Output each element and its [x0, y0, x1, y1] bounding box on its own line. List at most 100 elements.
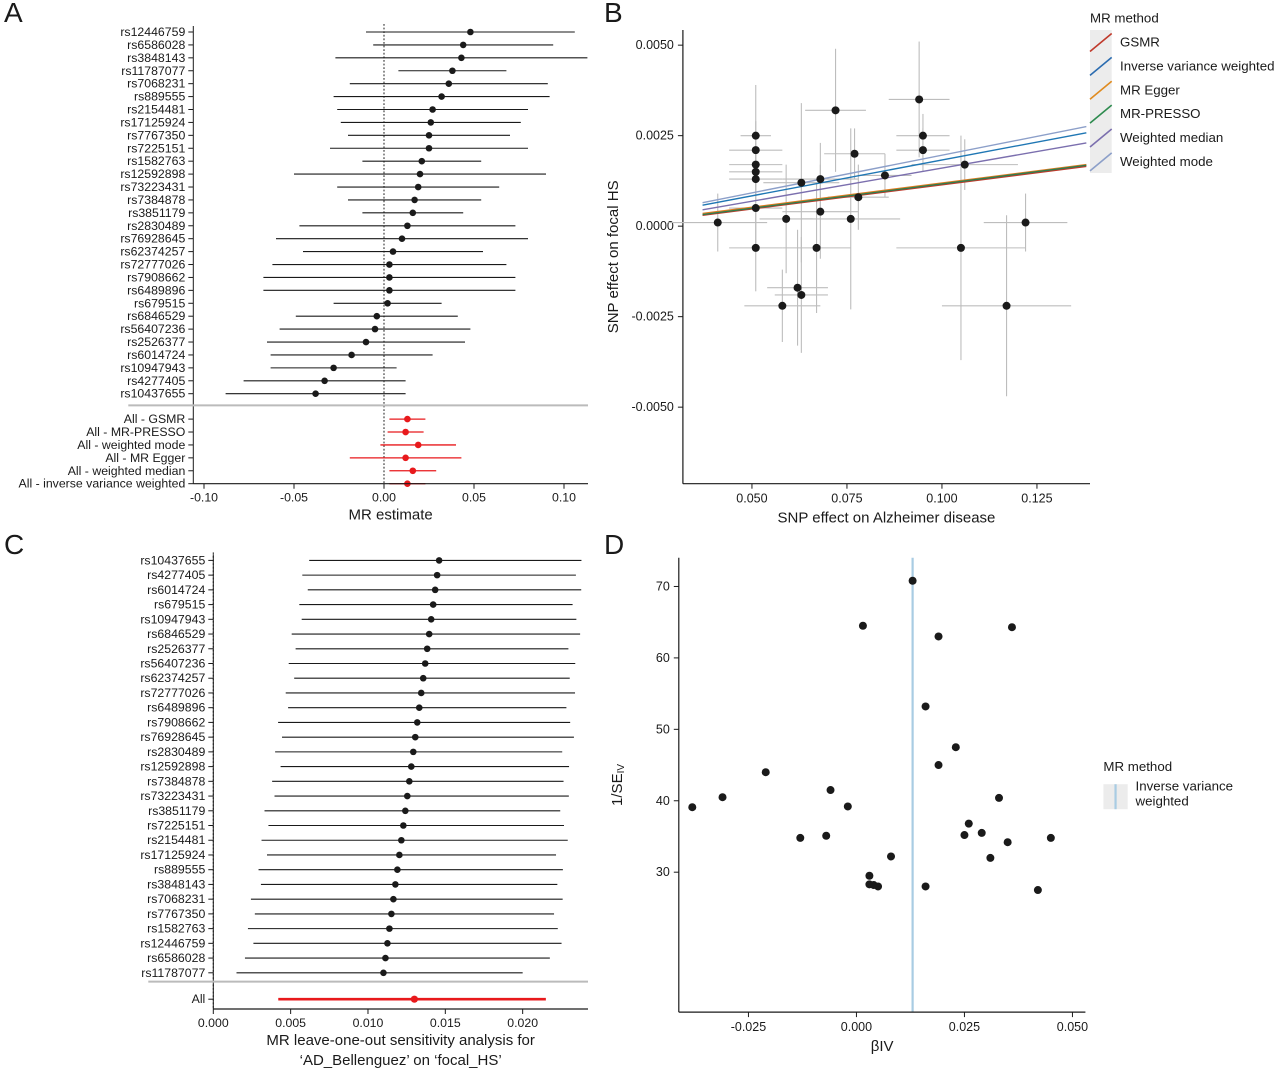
svg-text:rs7384878: rs7384878 — [147, 774, 205, 788]
svg-text:0.100: 0.100 — [926, 492, 957, 506]
svg-text:0.015: 0.015 — [430, 1016, 461, 1030]
svg-text:-0.10: -0.10 — [190, 491, 218, 505]
svg-text:0.005: 0.005 — [275, 1016, 306, 1030]
svg-text:rs1582763: rs1582763 — [147, 922, 205, 936]
svg-text:rs889555: rs889555 — [154, 863, 205, 877]
svg-text:0.125: 0.125 — [1021, 492, 1052, 506]
svg-text:All - MR Egger: All - MR Egger — [105, 451, 185, 465]
svg-text:0.10: 0.10 — [552, 491, 576, 505]
svg-text:0.050: 0.050 — [736, 492, 767, 506]
svg-text:βIV: βIV — [871, 1038, 894, 1055]
svg-text:rs6846529: rs6846529 — [127, 309, 185, 323]
svg-text:-0.025: -0.025 — [731, 1020, 766, 1034]
svg-text:SNP effect on Alzheimer diseas: SNP effect on Alzheimer disease — [777, 510, 995, 527]
svg-text:rs3848143: rs3848143 — [127, 51, 185, 65]
svg-text:rs17125924: rs17125924 — [120, 115, 185, 129]
svg-text:rs2154481: rs2154481 — [127, 103, 185, 117]
svg-text:rs7225151: rs7225151 — [147, 819, 205, 833]
svg-text:GSMR: GSMR — [1120, 35, 1160, 50]
svg-text:weighted: weighted — [1135, 793, 1189, 808]
svg-text:-0.0025: -0.0025 — [631, 310, 673, 324]
svg-text:0.0000: 0.0000 — [636, 219, 674, 233]
svg-text:All - MR-PRESSO: All - MR-PRESSO — [86, 425, 185, 439]
svg-text:rs2830489: rs2830489 — [127, 219, 185, 233]
svg-text:MR method: MR method — [1103, 759, 1172, 774]
svg-text:All - inverse variance weighte: All - inverse variance weighted — [19, 477, 186, 491]
svg-text:rs72777026: rs72777026 — [140, 686, 205, 700]
svg-text:rs679515: rs679515 — [154, 598, 205, 612]
svg-text:‘AD_Bellenguez’ on ‘focal_HS’: ‘AD_Bellenguez’ on ‘focal_HS’ — [300, 1052, 502, 1069]
svg-text:rs7767350: rs7767350 — [127, 128, 185, 142]
svg-text:MR-PRESSO: MR-PRESSO — [1120, 106, 1201, 121]
svg-text:rs12592898: rs12592898 — [120, 167, 185, 181]
svg-text:Inverse variance weighted: Inverse variance weighted — [1120, 58, 1274, 73]
svg-text:MR estimate: MR estimate — [349, 507, 433, 524]
svg-text:30: 30 — [656, 865, 670, 879]
svg-text:0.05: 0.05 — [462, 491, 486, 505]
svg-text:Inverse variance: Inverse variance — [1136, 779, 1234, 794]
svg-text:1/SEIV: 1/SEIV — [609, 764, 627, 806]
svg-text:All - GSMR: All - GSMR — [124, 412, 186, 426]
svg-text:rs12592898: rs12592898 — [140, 760, 205, 774]
svg-text:All - weighted median: All - weighted median — [68, 464, 186, 478]
svg-text:rs62374257: rs62374257 — [120, 245, 185, 259]
svg-text:All - weighted mode: All - weighted mode — [77, 438, 185, 452]
svg-text:rs7767350: rs7767350 — [147, 907, 205, 921]
svg-text:rs11787077: rs11787077 — [141, 966, 205, 980]
svg-text:rs6586028: rs6586028 — [127, 38, 185, 52]
svg-text:rs6014724: rs6014724 — [127, 348, 185, 362]
svg-text:-0.0050: -0.0050 — [631, 400, 673, 414]
svg-text:60: 60 — [656, 651, 670, 665]
svg-text:MR method: MR method — [1090, 10, 1159, 25]
svg-text:Weighted median: Weighted median — [1120, 130, 1223, 145]
svg-text:rs11787077: rs11787077 — [121, 64, 185, 78]
svg-text:rs76928645: rs76928645 — [140, 730, 205, 744]
svg-text:0.0050: 0.0050 — [636, 38, 674, 52]
svg-text:MR Egger: MR Egger — [1120, 82, 1180, 97]
svg-text:rs6846529: rs6846529 — [147, 627, 205, 641]
svg-text:rs3848143: rs3848143 — [147, 877, 205, 891]
svg-text:rs7068231: rs7068231 — [127, 77, 185, 91]
svg-text:rs4277405: rs4277405 — [147, 568, 205, 582]
svg-text:rs3851179: rs3851179 — [128, 206, 185, 220]
svg-text:rs7068231: rs7068231 — [147, 892, 205, 906]
svg-text:rs62374257: rs62374257 — [140, 671, 205, 685]
svg-text:rs3851179: rs3851179 — [148, 804, 205, 818]
svg-text:50: 50 — [656, 722, 670, 736]
svg-text:rs10437655: rs10437655 — [140, 553, 205, 567]
svg-text:rs17125924: rs17125924 — [140, 848, 205, 862]
svg-text:rs2830489: rs2830489 — [147, 745, 205, 759]
svg-text:rs73223431: rs73223431 — [120, 180, 185, 194]
svg-text:rs76928645: rs76928645 — [120, 232, 185, 246]
svg-text:0.020: 0.020 — [507, 1016, 538, 1030]
svg-text:rs10947943: rs10947943 — [120, 361, 185, 375]
svg-text:rs56407236: rs56407236 — [120, 322, 185, 336]
svg-text:40: 40 — [656, 794, 670, 808]
svg-text:rs7384878: rs7384878 — [127, 193, 185, 207]
svg-text:rs12446759: rs12446759 — [120, 25, 185, 39]
svg-text:rs73223431: rs73223431 — [140, 789, 205, 803]
svg-text:rs1582763: rs1582763 — [127, 154, 185, 168]
svg-text:All: All — [192, 992, 206, 1006]
svg-text:rs889555: rs889555 — [134, 90, 185, 104]
svg-text:0.0025: 0.0025 — [636, 129, 674, 143]
svg-text:rs6014724: rs6014724 — [147, 583, 205, 597]
svg-text:rs679515: rs679515 — [134, 296, 185, 310]
svg-text:0.025: 0.025 — [949, 1020, 980, 1034]
svg-text:rs7908662: rs7908662 — [147, 715, 205, 729]
svg-text:rs10947943: rs10947943 — [140, 612, 205, 626]
svg-text:rs10437655: rs10437655 — [120, 387, 185, 401]
svg-text:rs4277405: rs4277405 — [127, 374, 185, 388]
svg-text:rs72777026: rs72777026 — [120, 258, 185, 272]
svg-text:rs6586028: rs6586028 — [147, 951, 205, 965]
svg-text:rs6489896: rs6489896 — [147, 701, 205, 715]
svg-text:rs7908662: rs7908662 — [127, 270, 185, 284]
svg-text:70: 70 — [656, 579, 670, 593]
svg-text:0.00: 0.00 — [372, 491, 396, 505]
svg-text:rs2526377: rs2526377 — [127, 335, 185, 349]
svg-text:rs2526377: rs2526377 — [147, 642, 205, 656]
svg-text:0.010: 0.010 — [353, 1016, 384, 1030]
svg-text:rs2154481: rs2154481 — [147, 833, 205, 847]
svg-text:0.075: 0.075 — [831, 492, 862, 506]
svg-text:Weighted mode: Weighted mode — [1120, 154, 1213, 169]
